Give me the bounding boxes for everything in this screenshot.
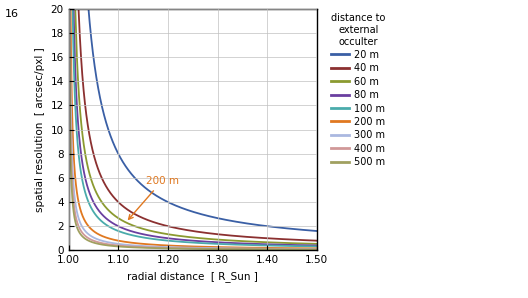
200 m (109, 238, 115, 241)
400 m (94, 240, 100, 244)
200 m (309, 246, 315, 250)
80 m (172, 237, 178, 241)
500 m (314, 248, 320, 251)
60 m (161, 232, 167, 235)
400 m (172, 246, 178, 250)
500 m (309, 248, 315, 251)
40 m (282, 238, 288, 241)
200 m (94, 232, 100, 235)
80 m (309, 243, 315, 247)
400 m (282, 247, 288, 251)
Line: 80 m: 80 m (69, 3, 317, 246)
200 m (161, 243, 167, 247)
80 m (314, 244, 320, 247)
Line: 500 m: 500 m (69, 3, 317, 249)
20 m (314, 229, 320, 233)
80 m (66, 1, 72, 5)
500 m (94, 242, 100, 246)
100 m (314, 245, 320, 248)
Text: 16: 16 (5, 9, 20, 19)
20 m (282, 226, 288, 230)
20 m (309, 229, 315, 232)
300 m (94, 238, 100, 241)
300 m (109, 241, 115, 245)
500 m (66, 1, 72, 5)
100 m (172, 240, 178, 243)
100 m (161, 238, 167, 242)
20 m (94, 82, 100, 85)
40 m (94, 165, 100, 169)
Y-axis label: spatial resolution  [ arcsec/pxl ]: spatial resolution [ arcsec/pxl ] (35, 47, 45, 212)
60 m (109, 212, 115, 215)
Line: 200 m: 200 m (69, 3, 317, 249)
40 m (314, 239, 320, 243)
500 m (161, 246, 167, 250)
80 m (161, 236, 167, 240)
20 m (172, 204, 178, 207)
400 m (309, 248, 315, 251)
60 m (314, 242, 320, 246)
Line: 60 m: 60 m (69, 3, 317, 244)
500 m (172, 247, 178, 250)
300 m (172, 246, 178, 249)
100 m (94, 215, 100, 219)
60 m (309, 242, 315, 246)
40 m (66, 1, 72, 5)
500 m (282, 248, 288, 251)
400 m (66, 1, 72, 5)
60 m (172, 234, 178, 237)
X-axis label: radial distance  [ R_Sun ]: radial distance [ R_Sun ] (127, 271, 258, 282)
300 m (282, 247, 288, 251)
Line: 100 m: 100 m (69, 3, 317, 246)
100 m (282, 244, 288, 248)
60 m (282, 241, 288, 245)
20 m (161, 198, 167, 202)
60 m (66, 1, 72, 5)
60 m (94, 193, 100, 196)
200 m (66, 1, 72, 5)
80 m (282, 243, 288, 246)
400 m (314, 248, 320, 251)
300 m (161, 245, 167, 249)
Line: 300 m: 300 m (69, 3, 317, 249)
400 m (161, 246, 167, 250)
Line: 20 m: 20 m (69, 3, 317, 231)
40 m (172, 226, 178, 229)
300 m (314, 247, 320, 251)
200 m (172, 244, 178, 248)
40 m (109, 193, 115, 197)
80 m (94, 207, 100, 210)
300 m (66, 1, 72, 5)
300 m (309, 247, 315, 251)
80 m (109, 221, 115, 224)
20 m (109, 138, 115, 142)
20 m (66, 1, 72, 5)
200 m (282, 246, 288, 250)
100 m (109, 226, 115, 230)
100 m (66, 1, 72, 5)
200 m (314, 247, 320, 250)
40 m (309, 239, 315, 242)
500 m (109, 244, 115, 248)
400 m (109, 243, 115, 246)
40 m (161, 224, 167, 227)
Legend: 20 m, 40 m, 60 m, 80 m, 100 m, 200 m, 300 m, 400 m, 500 m: 20 m, 40 m, 60 m, 80 m, 100 m, 200 m, 30… (329, 11, 388, 169)
Line: 400 m: 400 m (69, 3, 317, 249)
100 m (309, 245, 315, 248)
Line: 40 m: 40 m (69, 3, 317, 241)
Text: 200 m: 200 m (128, 176, 178, 219)
